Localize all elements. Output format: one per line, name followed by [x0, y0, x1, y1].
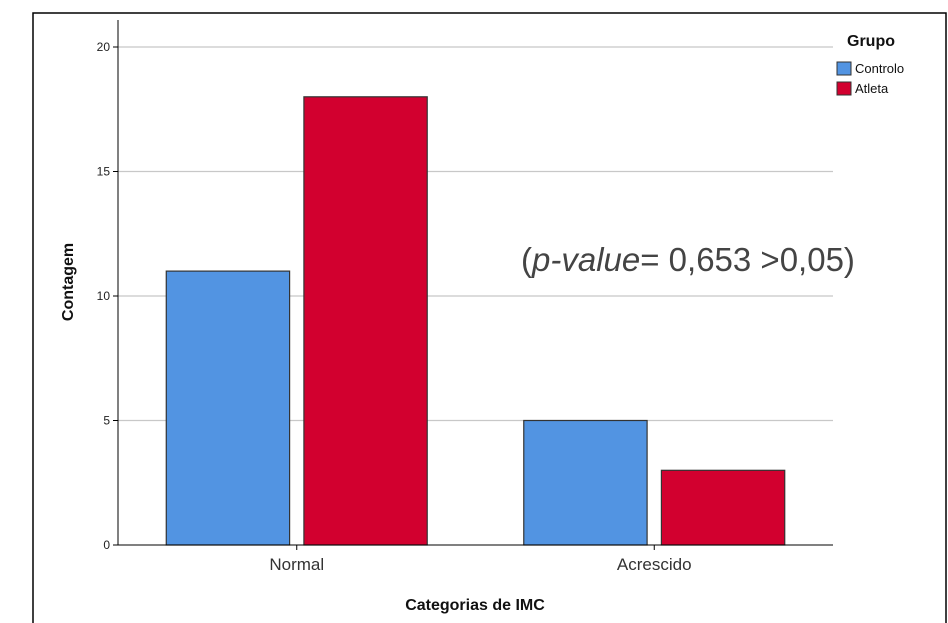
bar-controlo-acrescido [523, 419, 648, 546]
annotation-italic: p-value [531, 241, 640, 278]
legend-swatch-atleta [836, 81, 852, 96]
x-tick-labels: Normal Acrescido [269, 545, 692, 574]
y-tick-label: 10 [97, 289, 111, 303]
x-axis-title: Categorias de IMC [405, 597, 545, 614]
y-tick-label: 0 [103, 538, 110, 552]
legend-swatch-controlo [836, 61, 852, 76]
y-tick-label: 15 [97, 165, 111, 179]
bar-atleta-acrescido [660, 469, 786, 546]
annotation-open: ( [521, 241, 532, 278]
legend-label-atleta: Atleta [855, 81, 889, 96]
x-tick-label: Normal [269, 555, 324, 574]
bar-atleta-normal [303, 96, 428, 546]
annotation-rest: = 0,653 >0,05) [640, 241, 855, 278]
legend: Grupo Controlo Atleta [836, 33, 904, 96]
y-axis-title: Contagem [60, 243, 77, 321]
y-tick-label: 20 [97, 40, 111, 54]
y-ticks: 0 5 10 15 20 [97, 40, 118, 552]
p-value-annotation: (p-value= 0,653 >0,05) [521, 241, 855, 278]
legend-title: Grupo [847, 33, 895, 50]
legend-label-controlo: Controlo [855, 61, 904, 76]
bar-controlo-normal [165, 270, 291, 546]
x-tick-label: Acrescido [617, 555, 692, 574]
axes [117, 20, 833, 546]
bars [165, 96, 786, 546]
y-tick-label: 5 [103, 414, 110, 428]
